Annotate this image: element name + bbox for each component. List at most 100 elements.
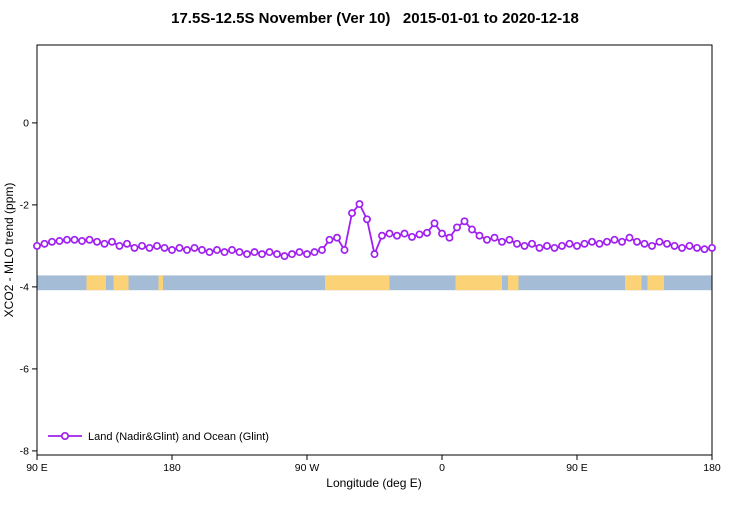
data-point-marker	[288, 250, 296, 259]
data-point-marker	[48, 237, 56, 246]
data-point-marker	[505, 235, 514, 244]
data-point-marker	[520, 241, 529, 250]
data-point-marker	[438, 229, 446, 238]
data-point-marker	[220, 248, 229, 257]
data-point-marker	[618, 237, 626, 246]
x-tick-label: 90 E	[566, 462, 588, 474]
data-point-marker	[408, 232, 416, 241]
data-point-marker	[85, 235, 94, 244]
data-point-marker	[468, 225, 476, 234]
data-point-marker	[258, 250, 266, 259]
data-point-marker	[333, 233, 341, 242]
data-point-marker	[198, 246, 206, 254]
land-segment	[113, 275, 129, 291]
data-point-marker	[78, 237, 86, 245]
y-axis-label: XCO2 - MLO trend (ppm)	[2, 183, 16, 318]
land-segment	[508, 275, 519, 291]
data-point-marker	[70, 235, 79, 244]
data-point-marker	[528, 239, 536, 248]
data-point-marker	[490, 233, 499, 242]
data-point-marker	[565, 239, 574, 248]
data-point-marker	[130, 243, 139, 252]
data-point-marker	[625, 233, 634, 242]
data-point-marker	[378, 231, 386, 240]
x-tick-label: 90 W	[295, 462, 320, 474]
data-point-marker	[550, 243, 559, 252]
data-point-marker	[273, 250, 281, 259]
data-point-marker	[453, 223, 461, 232]
data-point-marker	[588, 237, 596, 246]
data-point-marker	[603, 237, 611, 246]
data-point-marker	[558, 241, 566, 250]
data-point-marker	[543, 241, 551, 250]
data-point-marker	[483, 235, 491, 244]
data-point-marker	[415, 230, 424, 239]
data-point-marker	[363, 215, 371, 224]
data-point-marker	[610, 235, 619, 244]
data-point-marker	[138, 241, 146, 250]
data-point-marker	[460, 217, 469, 226]
y-tick-label: -4	[20, 281, 29, 293]
y-tick-label: -8	[20, 445, 29, 457]
data-point-marker	[423, 228, 431, 237]
data-point-marker	[678, 243, 686, 252]
data-point-marker	[175, 243, 184, 252]
legend: Land (Nadir&Glint) and Ocean (Glint)	[48, 431, 269, 443]
data-point-marker	[100, 239, 109, 248]
data-point-marker	[430, 219, 439, 228]
data-point-marker	[475, 231, 484, 240]
plot-area: 90 E 180 90 W 0 90 E 180 0 -2 -4 -6 -8	[20, 44, 721, 474]
data-point-marker	[325, 235, 334, 244]
data-point-marker	[340, 246, 349, 254]
data-point-marker	[40, 239, 49, 248]
data-point-marker	[183, 246, 191, 254]
data-point-marker	[250, 248, 259, 257]
data-point-marker	[235, 248, 244, 257]
data-point-marker	[670, 241, 679, 250]
data-point-marker	[243, 250, 251, 259]
data-point-marker	[393, 231, 401, 240]
data-point-marker	[355, 200, 364, 209]
legend-label: Land (Nadir&Glint) and Ocean (Glint)	[88, 431, 269, 443]
data-point-marker	[93, 237, 101, 246]
x-tick-label: 90 E	[26, 462, 48, 474]
data-point-marker	[400, 229, 409, 238]
data-point-marker	[498, 237, 506, 246]
data-point-marker	[228, 246, 236, 254]
legend-marker-icon	[60, 431, 70, 441]
data-point-marker	[265, 248, 274, 257]
y-tick-label: -6	[20, 363, 29, 375]
y-tick-label: 0	[23, 117, 29, 129]
data-point-marker	[445, 233, 454, 242]
data-point-marker	[700, 245, 709, 254]
data-point-marker	[280, 252, 289, 261]
land-segment	[625, 275, 642, 291]
data-point-marker	[55, 237, 64, 245]
data-point-marker	[385, 229, 394, 238]
data-point-marker	[190, 243, 199, 252]
data-point-marker	[160, 243, 169, 252]
data-point-marker	[370, 250, 379, 259]
data-point-marker	[108, 237, 116, 246]
data-point-marker	[693, 243, 701, 252]
land-segment	[325, 275, 390, 291]
data-point-marker	[145, 243, 154, 252]
data-point-marker	[153, 241, 161, 250]
data-point-marker	[115, 241, 124, 250]
chart-title: 17.5S-12.5S November (Ver 10) 2015-01-01…	[171, 10, 579, 27]
data-point-marker	[633, 237, 641, 246]
data-point-marker	[295, 248, 304, 257]
data-point-marker	[348, 209, 356, 218]
x-tick-label: 0	[439, 462, 445, 474]
data-point-marker	[33, 241, 41, 250]
data-point-marker	[318, 246, 326, 254]
land-segment	[158, 275, 163, 291]
x-tick-label: 180	[703, 462, 721, 474]
data-point-marker	[63, 235, 71, 244]
data-point-marker	[535, 243, 544, 252]
data-point-marker	[310, 248, 319, 257]
data-point-marker	[123, 239, 131, 248]
y-tick-label: -2	[20, 199, 29, 211]
